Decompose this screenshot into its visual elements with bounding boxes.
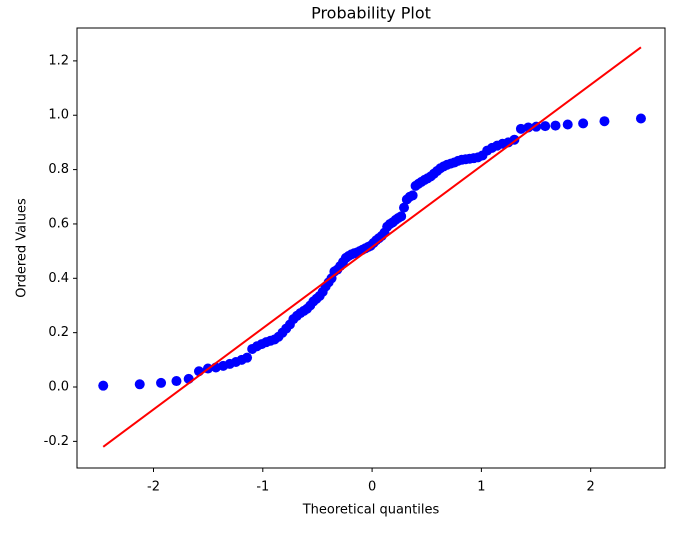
- y-tick-label: 0.4: [48, 271, 69, 286]
- x-tick-label: -1: [256, 480, 269, 495]
- y-tick-label: 0.6: [48, 216, 69, 231]
- x-tick-label: 2: [587, 480, 595, 495]
- point: [242, 352, 253, 363]
- y-tick-label: 1.0: [48, 108, 69, 123]
- point: [635, 113, 646, 124]
- point: [550, 120, 561, 131]
- point: [540, 121, 551, 132]
- point: [156, 377, 167, 388]
- plot-frame: [76, 27, 666, 469]
- point: [171, 376, 182, 387]
- x-tick-label: -2: [147, 480, 160, 495]
- point: [399, 202, 410, 213]
- y-tick-label: 0.8: [48, 162, 69, 177]
- point: [599, 116, 610, 127]
- x-axis-label: Theoretical quantiles: [302, 503, 440, 518]
- point: [407, 190, 418, 201]
- y-tick-label: 0.0: [48, 380, 69, 395]
- y-tick-label: 1.2: [48, 53, 69, 68]
- y-tick-label: -0.2: [44, 434, 69, 449]
- point: [98, 380, 109, 391]
- point: [562, 119, 573, 130]
- fit-line: [102, 46, 642, 448]
- x-tick-label: 1: [477, 480, 485, 495]
- y-axis-label: Ordered Values: [15, 198, 30, 298]
- point: [578, 118, 589, 129]
- point: [134, 379, 145, 390]
- point: [396, 211, 407, 222]
- chart-title: Probability Plot: [311, 4, 431, 23]
- x-tick-label: 0: [368, 480, 376, 495]
- y-tick-label: 0.2: [48, 325, 69, 340]
